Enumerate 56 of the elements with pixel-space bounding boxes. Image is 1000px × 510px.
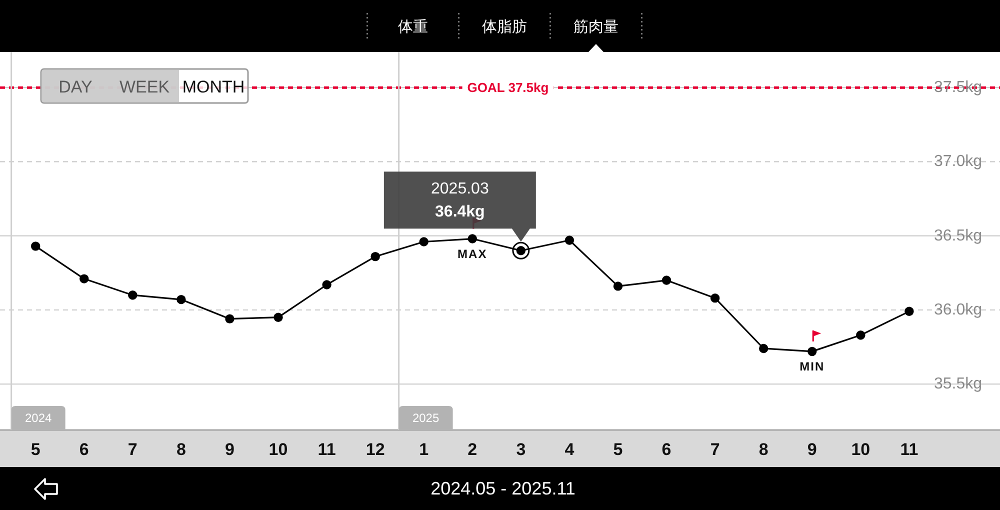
point <box>662 276 672 285</box>
annotation: DAY <box>58 78 92 96</box>
point <box>904 306 914 316</box>
point <box>564 236 574 245</box>
point <box>30 242 40 251</box>
x-tick-label: 3 <box>516 440 526 459</box>
range-toggle: DAY WEEK MONTH <box>40 68 249 104</box>
point <box>225 314 234 324</box>
annotation: MONTH <box>182 78 245 96</box>
y-tick-label: 36.5kg <box>934 227 982 244</box>
ref-line-label: 2025 <box>412 411 440 425</box>
annotation: MAX <box>458 246 488 261</box>
point <box>710 293 720 303</box>
x-tick-label: 7 <box>710 440 720 459</box>
y-tick-label: 36.0kg <box>934 301 982 318</box>
point <box>322 280 332 290</box>
y-tick-label: 37.5kg <box>934 79 982 96</box>
annotation: WEEK <box>119 78 170 96</box>
x-tick-label: 10 <box>268 440 288 459</box>
x-tick-label: 8 <box>758 440 768 459</box>
point <box>274 312 283 322</box>
x-tick-label: 8 <box>176 440 186 459</box>
x-tick-label: 6 <box>662 440 672 459</box>
annotation: MIN <box>800 359 825 374</box>
x-tick-label: 9 <box>224 440 234 459</box>
y-tick-label: 35.5kg <box>934 376 982 393</box>
point <box>856 330 866 340</box>
point <box>128 290 138 300</box>
ref-line-label: GOAL 37.5kg <box>467 80 549 96</box>
x-tick-label: 5 <box>613 440 623 459</box>
x-tick-label: 11 <box>318 440 336 459</box>
x-tick-label: 12 <box>366 440 385 459</box>
ref-line-label: 2024 <box>24 411 52 425</box>
footer-label: 2024.05 - 2025.11 <box>430 478 576 498</box>
x-tick-label: 4 <box>564 440 575 459</box>
x-tick-label: 9 <box>807 440 817 459</box>
tab-label: 体重 <box>398 18 428 36</box>
point <box>758 344 768 354</box>
point <box>613 282 623 291</box>
x-tick-label: 7 <box>128 440 138 459</box>
y-tick-label: 37.0kg <box>934 153 982 170</box>
x-tick-label: 6 <box>79 440 89 459</box>
tab-label: 筋肉量 <box>574 18 618 36</box>
point <box>370 252 380 262</box>
x-tick-label: 10 <box>851 440 870 459</box>
annotation: 2025.03 36.4kg <box>431 180 489 220</box>
point <box>468 234 477 244</box>
x-tick-label: 2 <box>468 440 478 459</box>
point <box>80 274 89 284</box>
point <box>808 346 817 356</box>
x-tick-label: 5 <box>30 440 40 459</box>
tab-label: 体脂肪 <box>482 18 527 36</box>
point <box>419 237 428 246</box>
x-tick-label: 1 <box>419 440 429 459</box>
point <box>176 294 186 304</box>
x-tick-label: 11 <box>900 440 918 459</box>
